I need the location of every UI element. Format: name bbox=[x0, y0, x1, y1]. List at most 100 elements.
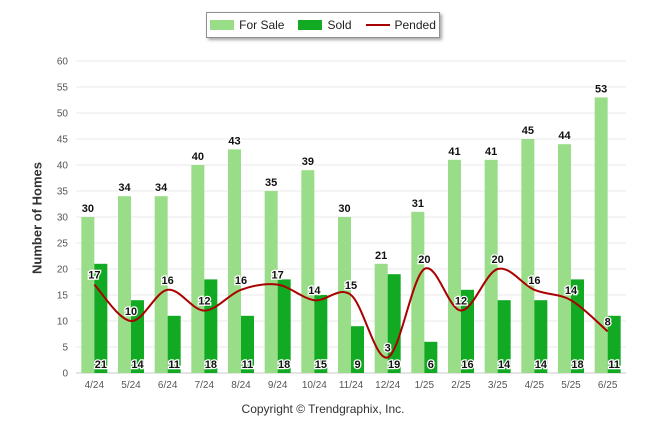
for-sale-bar bbox=[118, 196, 131, 373]
for-sale-value-label: 43 bbox=[228, 135, 240, 147]
pended-value-label: 20 bbox=[418, 254, 430, 266]
sold-value-label: 18 bbox=[278, 359, 290, 371]
for-sale-value-label: 31 bbox=[412, 198, 424, 210]
for-sale-bar bbox=[484, 159, 498, 373]
sold-value-label: 11 bbox=[242, 359, 254, 371]
sold-value-label: 16 bbox=[461, 359, 473, 371]
legend-item-sold[interactable]: Sold bbox=[298, 18, 352, 32]
legend: For Sale Sold Pended bbox=[206, 12, 440, 38]
legend-label-sold: Sold bbox=[327, 18, 352, 32]
for-sale-bar bbox=[338, 217, 351, 373]
x-tick-label: 10/24 bbox=[302, 380, 327, 391]
sold-swatch bbox=[298, 20, 323, 30]
x-tick-label: 12/24 bbox=[375, 380, 400, 391]
sold-bar bbox=[424, 341, 438, 373]
for-sale-bar bbox=[374, 263, 388, 373]
x-tick-label: 11/24 bbox=[339, 380, 364, 391]
y-tick-label: 35 bbox=[57, 187, 69, 198]
legend-item-pended[interactable]: Pended bbox=[365, 18, 436, 32]
x-tick-label: 6/25 bbox=[598, 380, 618, 391]
for-sale-bar bbox=[228, 149, 241, 373]
y-tick-label: 0 bbox=[62, 369, 68, 380]
for-sale-value-label: 39 bbox=[302, 156, 314, 168]
x-tick-label: 7/24 bbox=[195, 380, 215, 391]
x-tick-label: 5/25 bbox=[561, 380, 581, 391]
for-sale-bar bbox=[411, 211, 425, 373]
for-sale-bar bbox=[301, 170, 315, 373]
y-tick-label: 40 bbox=[57, 161, 69, 172]
sold-bar bbox=[534, 300, 548, 373]
for-sale-value-label: 41 bbox=[485, 146, 497, 158]
sold-value-label: 18 bbox=[205, 359, 217, 371]
sold-bar bbox=[497, 300, 511, 373]
for-sale-swatch bbox=[210, 20, 235, 30]
sold-value-label: 14 bbox=[535, 359, 548, 371]
y-tick-label: 10 bbox=[57, 317, 69, 328]
y-tick-label: 50 bbox=[57, 109, 69, 120]
for-sale-bar bbox=[558, 144, 571, 373]
legend-label-pended: Pended bbox=[394, 18, 436, 32]
pended-value-label: 17 bbox=[88, 270, 100, 282]
pended-value-label: 14 bbox=[308, 285, 321, 297]
sold-bar bbox=[314, 295, 328, 373]
y-tick-label: 60 bbox=[57, 57, 69, 68]
pended-value-label: 17 bbox=[272, 270, 284, 282]
y-tick-label: 55 bbox=[57, 83, 69, 94]
sold-bar bbox=[204, 279, 218, 373]
for-sale-value-label: 45 bbox=[522, 125, 534, 137]
x-tick-label: 9/24 bbox=[268, 380, 288, 391]
for-sale-value-label: 40 bbox=[192, 151, 204, 163]
y-tick-label: 25 bbox=[57, 239, 69, 250]
for-sale-bar bbox=[521, 139, 535, 373]
sold-value-label: 18 bbox=[571, 359, 583, 371]
for-sale-bar bbox=[191, 165, 205, 373]
pended-value-label: 15 bbox=[345, 280, 357, 292]
pended-value-label: 16 bbox=[528, 275, 540, 287]
x-tick-label: 5/24 bbox=[121, 380, 141, 391]
for-sale-value-label: 41 bbox=[448, 146, 460, 158]
pended-value-label: 12 bbox=[198, 296, 210, 308]
pended-value-label: 8 bbox=[605, 316, 611, 328]
for-sale-bar bbox=[594, 97, 608, 374]
x-tick-label: 6/24 bbox=[158, 380, 178, 391]
pended-value-label: 12 bbox=[455, 296, 467, 308]
x-tick-label: 1/25 bbox=[415, 380, 435, 391]
sold-bar bbox=[94, 263, 108, 373]
for-sale-value-label: 30 bbox=[338, 203, 350, 215]
x-tick-label: 3/25 bbox=[488, 380, 508, 391]
x-tick-label: 4/24 bbox=[85, 380, 105, 391]
sold-value-label: 11 bbox=[608, 359, 620, 371]
y-tick-label: 20 bbox=[57, 265, 69, 276]
pended-value-label: 16 bbox=[235, 275, 247, 287]
pended-swatch bbox=[365, 24, 390, 26]
for-sale-value-label: 35 bbox=[265, 177, 277, 189]
sold-value-label: 9 bbox=[354, 359, 360, 371]
for-sale-value-label: 30 bbox=[82, 203, 94, 215]
sold-bar bbox=[131, 300, 144, 373]
x-tick-label: 2/25 bbox=[451, 380, 471, 391]
sold-value-label: 14 bbox=[498, 359, 511, 371]
y-tick-label: 15 bbox=[57, 291, 69, 302]
y-tick-label: 30 bbox=[57, 213, 69, 224]
y-tick-label: 5 bbox=[62, 343, 68, 354]
sold-value-label: 6 bbox=[428, 359, 434, 371]
sold-bar bbox=[351, 326, 364, 373]
pended-value-label: 20 bbox=[492, 254, 504, 266]
sold-bar bbox=[167, 315, 181, 373]
pended-value-label: 3 bbox=[385, 342, 391, 354]
sold-value-label: 15 bbox=[315, 359, 327, 371]
legend-item-for-sale[interactable]: For Sale bbox=[210, 18, 284, 32]
pended-value-label: 14 bbox=[565, 285, 578, 297]
for-sale-value-label: 53 bbox=[595, 83, 607, 95]
x-tick-label: 4/25 bbox=[525, 380, 545, 391]
sold-bar bbox=[241, 315, 254, 373]
sold-bar bbox=[277, 279, 291, 373]
copyright-text: Copyright © Trendgraphix, Inc. bbox=[241, 402, 405, 416]
sold-value-label: 19 bbox=[388, 359, 400, 371]
y-tick-label: 45 bbox=[57, 135, 69, 146]
pended-value-label: 10 bbox=[125, 306, 137, 318]
pended-value-label: 16 bbox=[162, 275, 174, 287]
sold-bar bbox=[387, 274, 401, 373]
